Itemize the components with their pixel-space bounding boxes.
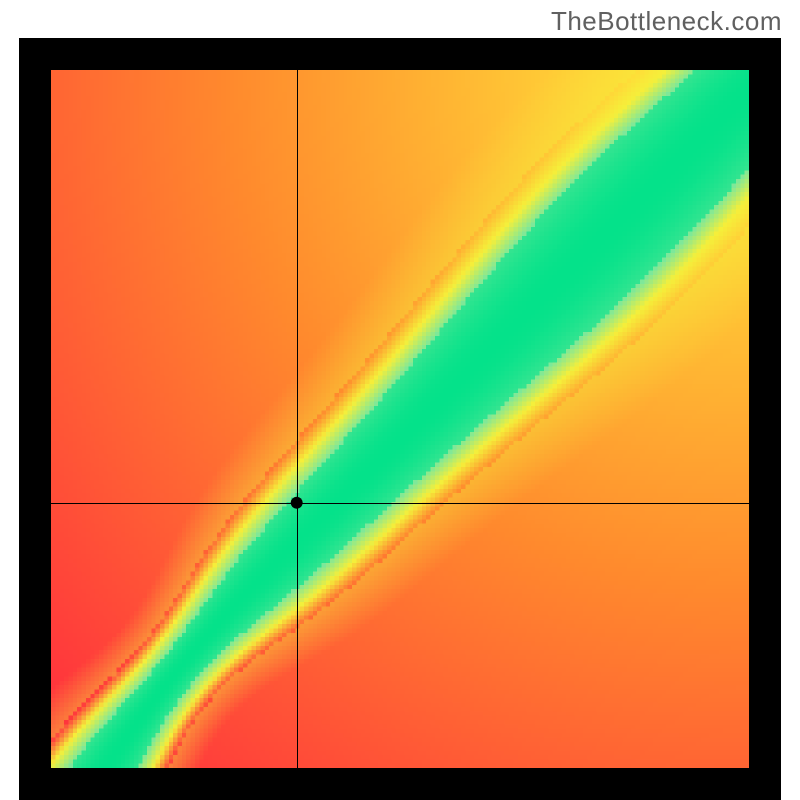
crosshair-overlay [51, 70, 749, 768]
watermark-label: TheBottleneck.com [551, 6, 782, 37]
heatmap-plot [51, 70, 749, 768]
chart-container: TheBottleneck.com [0, 0, 800, 800]
